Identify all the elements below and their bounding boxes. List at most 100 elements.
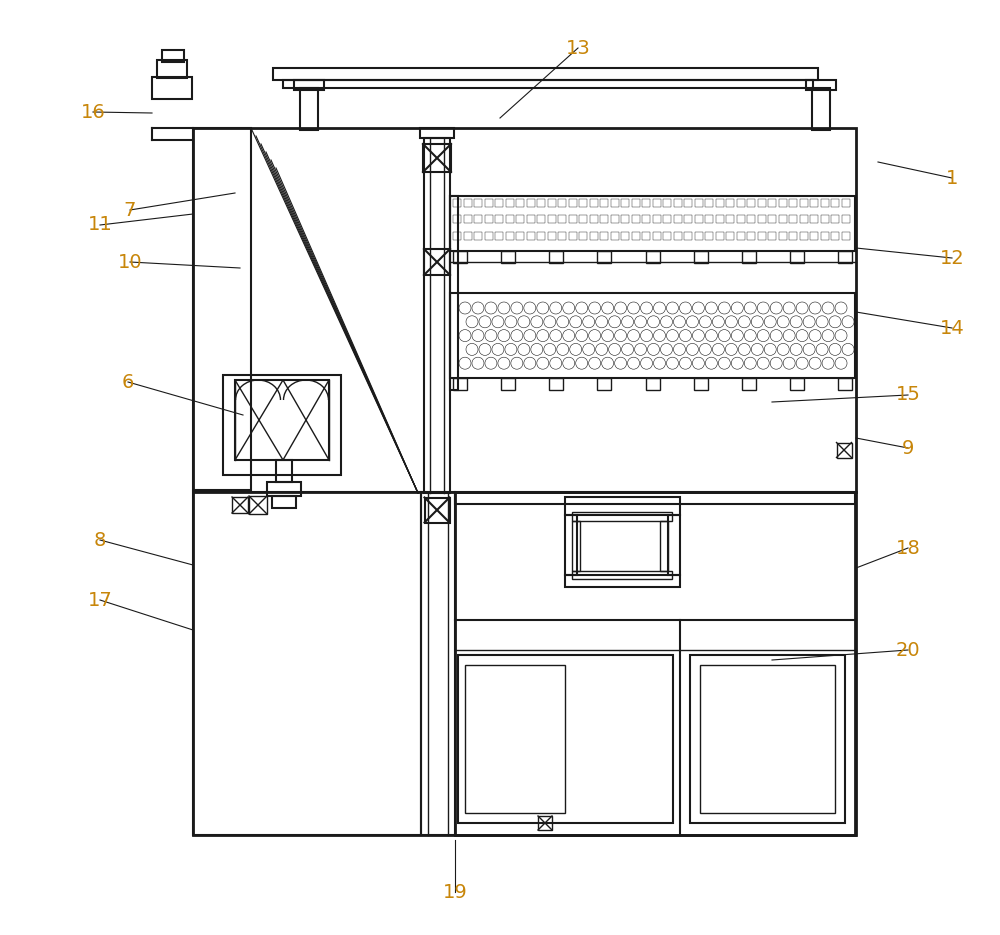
Bar [800,199,808,207]
Bar [716,199,724,207]
Bar [820,232,828,239]
Bar [646,251,660,263]
Bar [453,251,467,263]
Bar [610,215,618,223]
Bar [646,378,660,390]
Bar [652,199,660,207]
Text: 18: 18 [896,539,920,557]
Bar [642,215,650,223]
Bar [568,199,576,207]
Bar [600,215,608,223]
Bar [842,215,850,223]
Bar [273,68,818,80]
Bar [526,215,534,223]
Bar [474,215,482,223]
Bar [831,215,839,223]
Bar [621,215,629,223]
Bar [162,50,184,62]
Bar [632,215,640,223]
Bar [652,215,660,223]
Bar [465,665,565,813]
Bar [193,128,251,490]
Bar [632,232,640,239]
Bar [579,199,587,207]
Bar [747,232,755,239]
Bar [501,251,515,263]
Bar [700,665,835,813]
Bar [421,492,455,835]
Bar [838,251,852,263]
Text: 16: 16 [81,103,105,122]
Bar [565,575,680,587]
Bar [652,232,660,239]
Text: 6: 6 [122,372,134,392]
Bar [810,199,818,207]
Bar [694,215,702,223]
Bar [726,232,734,239]
Bar [516,199,524,207]
Bar [632,199,640,207]
Bar [768,215,776,223]
Bar [663,232,671,239]
Bar [450,293,855,378]
Bar [642,232,650,239]
Bar [464,199,472,207]
Bar [800,232,808,239]
Bar [424,249,450,275]
Bar [705,215,713,223]
Bar [590,215,598,223]
Bar [558,215,566,223]
Bar [455,492,855,835]
Bar [267,482,301,496]
Bar [453,199,461,207]
Bar [674,232,682,239]
Bar [674,215,682,223]
Bar [694,251,708,263]
Bar [232,497,248,513]
Bar [747,215,755,223]
Bar [495,215,503,223]
Bar [838,378,852,390]
Bar [684,232,692,239]
Bar [621,232,629,239]
Bar [742,251,756,263]
Text: 13: 13 [566,38,590,57]
Bar [790,251,804,263]
Bar [600,199,608,207]
Bar [778,199,786,207]
Text: 19: 19 [443,883,467,901]
Bar [549,251,563,263]
Bar [537,199,545,207]
Text: 17: 17 [88,591,112,610]
Bar [736,232,744,239]
Bar [726,199,734,207]
Bar [548,215,556,223]
Bar [597,378,611,390]
Bar [610,232,618,239]
Bar [778,232,786,239]
Bar [423,144,451,172]
Bar [424,138,450,493]
Bar [726,215,734,223]
Bar [235,380,329,460]
Bar [474,232,482,239]
Bar [484,215,492,223]
Bar [810,215,818,223]
Bar [157,60,187,78]
Bar [300,88,318,130]
Bar [453,378,467,390]
Bar [758,199,766,207]
Bar [453,215,461,223]
Bar [660,521,668,571]
Bar [842,199,850,207]
Bar [484,199,492,207]
Bar [810,232,818,239]
Bar [758,232,766,239]
Bar [572,521,580,571]
Bar [684,215,692,223]
Bar [705,232,713,239]
Bar [506,232,514,239]
Bar [474,199,482,207]
Bar [736,215,744,223]
Bar [642,199,650,207]
